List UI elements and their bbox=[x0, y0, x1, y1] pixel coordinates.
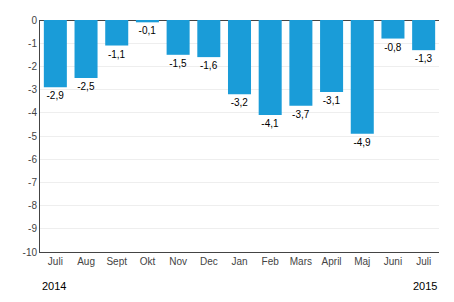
svg-text:-2,5: -2,5 bbox=[77, 81, 95, 92]
svg-text:-2: -2 bbox=[28, 61, 37, 72]
svg-text:-4: -4 bbox=[28, 107, 37, 118]
svg-text:-3,2: -3,2 bbox=[231, 97, 249, 108]
svg-text:-0,8: -0,8 bbox=[384, 42, 402, 53]
svg-text:-1,6: -1,6 bbox=[200, 60, 218, 71]
svg-text:-3,7: -3,7 bbox=[292, 109, 310, 120]
svg-text:-10: -10 bbox=[23, 247, 38, 258]
svg-text:-1,1: -1,1 bbox=[108, 49, 126, 60]
svg-text:Juli: Juli bbox=[416, 256, 431, 267]
svg-text:-0,1: -0,1 bbox=[139, 25, 157, 36]
svg-text:Aug: Aug bbox=[77, 256, 95, 267]
svg-text:-4,1: -4,1 bbox=[261, 118, 279, 129]
svg-text:Sept: Sept bbox=[106, 256, 127, 267]
svg-text:-4,9: -4,9 bbox=[353, 137, 371, 148]
svg-text:Maj: Maj bbox=[354, 256, 370, 267]
svg-text:Feb: Feb bbox=[262, 256, 280, 267]
svg-text:-9: -9 bbox=[28, 223, 37, 234]
svg-text:-1,3: -1,3 bbox=[415, 53, 433, 64]
svg-text:Juni: Juni bbox=[384, 256, 402, 267]
svg-text:-5: -5 bbox=[28, 131, 37, 142]
svg-text:2014: 2014 bbox=[42, 280, 66, 292]
svg-text:-2,9: -2,9 bbox=[47, 90, 65, 101]
svg-text:Okt: Okt bbox=[140, 256, 156, 267]
svg-text:2015: 2015 bbox=[413, 280, 437, 292]
svg-text:April: April bbox=[322, 256, 342, 267]
svg-text:Nov: Nov bbox=[169, 256, 187, 267]
svg-text:Dec: Dec bbox=[200, 256, 218, 267]
svg-text:-8: -8 bbox=[28, 200, 37, 211]
svg-text:Mars: Mars bbox=[290, 256, 312, 267]
svg-text:-3,1: -3,1 bbox=[323, 95, 341, 106]
svg-text:-7: -7 bbox=[28, 177, 37, 188]
svg-text:-1: -1 bbox=[28, 38, 37, 49]
svg-text:-1,5: -1,5 bbox=[169, 58, 187, 69]
svg-text:Juli: Juli bbox=[48, 256, 63, 267]
svg-text:0: 0 bbox=[31, 15, 37, 26]
svg-text:-3: -3 bbox=[28, 84, 37, 95]
svg-text:-6: -6 bbox=[28, 154, 37, 165]
svg-text:Jan: Jan bbox=[231, 256, 247, 267]
